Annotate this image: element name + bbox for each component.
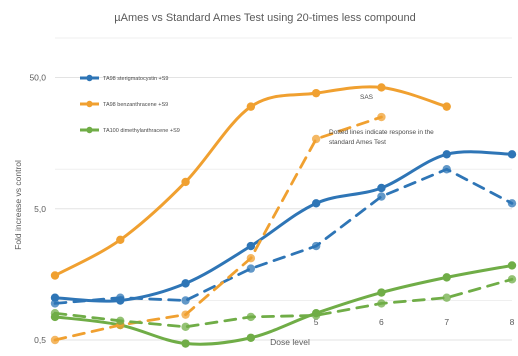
- data-point: [311, 311, 321, 320]
- data-point: [507, 261, 517, 270]
- data-point: [377, 192, 386, 201]
- data-point: [246, 254, 256, 263]
- y-tick-label: 5,0: [34, 204, 46, 214]
- grid: [55, 37, 512, 341]
- data-point: [181, 339, 190, 348]
- legend-item-label: TA98 benzanthracene +S9: [103, 102, 168, 108]
- x-tick-label: 7: [444, 317, 449, 327]
- data-point: [311, 199, 321, 208]
- legend-item-label: TA98 sterigmatocystin +S9: [103, 76, 168, 82]
- data-point: [442, 293, 451, 302]
- data-point: [377, 299, 386, 308]
- data-point: [116, 316, 125, 326]
- series-line-ta100-2: [53, 263, 514, 346]
- series-line-dashed-5: [53, 277, 514, 329]
- data-point: [507, 199, 517, 208]
- x-axis-label: Dose level: [270, 337, 310, 347]
- legend: TA98 sterigmatocystin +S9 TA98 benzanthra…: [80, 74, 180, 134]
- data-point: [377, 183, 386, 193]
- x-axis-ticks: 5 6 7 8: [314, 317, 515, 327]
- annotation-dotted-lines: Dotted lines indicate response in the sta…: [329, 129, 434, 146]
- data-point: [116, 293, 125, 302]
- x-tick-label: 8: [510, 317, 515, 327]
- data-point: [442, 150, 451, 159]
- x-tick-label: 5: [314, 317, 319, 327]
- data-point: [181, 177, 190, 187]
- x-tick-label: 6: [379, 317, 384, 327]
- series-line-dashed-3: [53, 167, 514, 305]
- data-point: [507, 150, 517, 159]
- data-point: [116, 235, 125, 245]
- legend-swatch-marker: [86, 100, 93, 108]
- legend-item-label: TA100 dimethylanthracene +S9: [103, 128, 180, 134]
- data-point: [377, 83, 386, 92]
- series-line-ta98-0: [53, 150, 514, 303]
- data-point: [50, 271, 60, 280]
- y-tick-label: 50,0: [29, 73, 46, 83]
- data-point: [246, 333, 256, 342]
- data-point: [311, 134, 321, 144]
- data-point: [311, 241, 321, 251]
- data-point: [246, 264, 256, 273]
- y-axis-label: Fold increase vs control: [13, 160, 23, 250]
- data-point: [181, 279, 190, 288]
- legend-swatch-marker: [86, 74, 93, 82]
- data-point: [246, 102, 256, 111]
- data-point: [246, 312, 256, 322]
- data-point: [442, 273, 451, 282]
- data-point: [311, 88, 321, 98]
- data-point: [50, 309, 60, 318]
- data-point: [442, 102, 451, 111]
- data-point: [181, 322, 190, 332]
- data-point: [442, 165, 451, 174]
- y-axis-ticks: 0,5 5,0 50,0: [29, 73, 46, 345]
- annotation-sas: SAS: [360, 94, 374, 101]
- data-point: [377, 112, 386, 122]
- data-point: [181, 296, 190, 305]
- chart-title: µAmes vs Standard Ames Test using 20-tim…: [114, 12, 415, 24]
- data-point: [50, 335, 60, 345]
- series-group: [50, 83, 517, 348]
- y-tick-label: 0,5: [34, 335, 46, 345]
- data-point: [50, 299, 60, 308]
- data-point: [377, 288, 386, 297]
- data-point: [181, 310, 190, 319]
- legend-swatch-marker: [86, 126, 93, 134]
- data-point: [507, 275, 517, 284]
- data-point: [246, 241, 256, 251]
- series-line-dashed-4: [53, 115, 383, 342]
